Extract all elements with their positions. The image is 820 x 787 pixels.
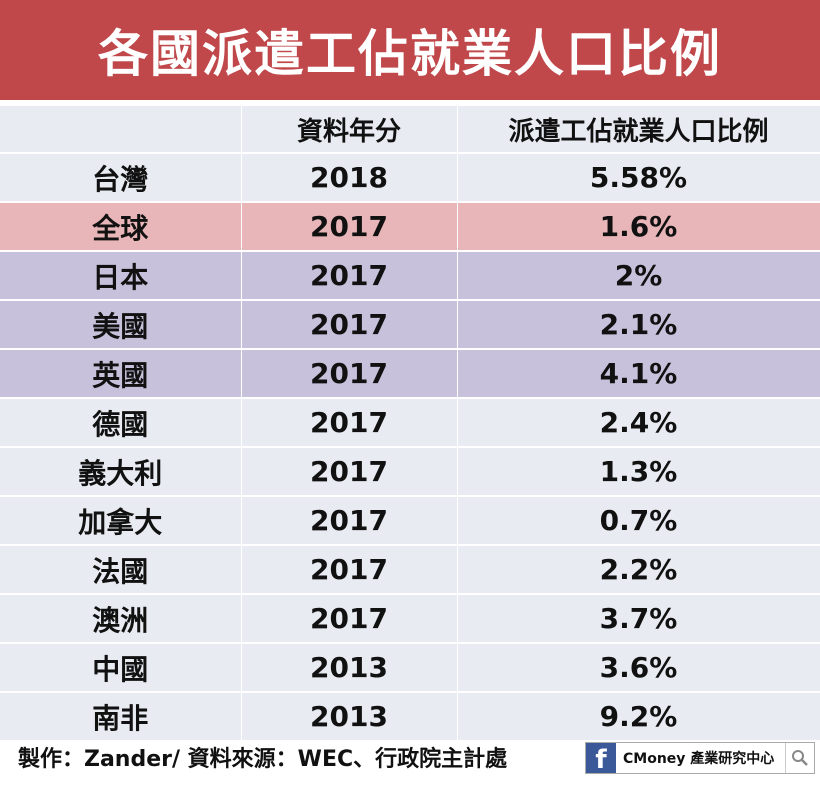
cell-ratio: 0.7% bbox=[457, 496, 820, 546]
table-row: 英國 2017 4.1% bbox=[0, 349, 820, 399]
cell-year: 2017 bbox=[241, 398, 458, 448]
cell-ratio: 2.2% bbox=[457, 545, 820, 595]
cell-country: 美國 bbox=[0, 300, 242, 350]
cell-ratio: 3.7% bbox=[457, 594, 820, 644]
cell-country: 法國 bbox=[0, 545, 242, 595]
cell-country: 英國 bbox=[0, 349, 242, 399]
cell-year: 2017 bbox=[241, 447, 458, 497]
cell-country: 澳洲 bbox=[0, 594, 242, 644]
cell-year: 2017 bbox=[241, 496, 458, 546]
table-row: 台灣 2018 5.58% bbox=[0, 153, 820, 203]
search-icon bbox=[785, 743, 814, 773]
table-row: 全球 2017 1.6% bbox=[0, 202, 820, 252]
table-row: 法國 2017 2.2% bbox=[0, 545, 820, 595]
brand-label: CMoney 產業研究中心 bbox=[623, 751, 775, 767]
table-row: 美國 2017 2.1% bbox=[0, 300, 820, 350]
cell-country: 加拿大 bbox=[0, 496, 242, 546]
table-row: 加拿大 2017 0.7% bbox=[0, 496, 820, 546]
cell-ratio: 9.2% bbox=[457, 692, 820, 742]
cell-ratio: 3.6% bbox=[457, 643, 820, 693]
header-country bbox=[0, 106, 242, 154]
cell-ratio: 1.6% bbox=[457, 202, 820, 252]
cell-year: 2013 bbox=[241, 643, 458, 693]
table-row: 德國 2017 2.4% bbox=[0, 398, 820, 448]
cell-year: 2017 bbox=[241, 300, 458, 350]
cell-country: 德國 bbox=[0, 398, 242, 448]
cell-year: 2017 bbox=[241, 594, 458, 644]
cell-ratio: 2% bbox=[457, 251, 820, 301]
header-ratio: 派遣工佔就業人口比例 bbox=[457, 106, 820, 154]
cell-ratio: 1.3% bbox=[457, 447, 820, 497]
cell-ratio: 5.58% bbox=[457, 153, 820, 203]
table-row: 南非 2013 9.2% bbox=[0, 692, 820, 742]
table-row: 澳洲 2017 3.7% bbox=[0, 594, 820, 644]
cell-country: 台灣 bbox=[0, 153, 242, 203]
cell-year: 2018 bbox=[241, 153, 458, 203]
cell-year: 2017 bbox=[241, 349, 458, 399]
cell-year: 2017 bbox=[241, 202, 458, 252]
footer-credit: 製作：Zander/ 資料來源：WEC、行政院主計處 bbox=[18, 747, 508, 772]
table-row: 義大利 2017 1.3% bbox=[0, 447, 820, 497]
cell-year: 2017 bbox=[241, 545, 458, 595]
chart-title: 各國派遣工佔就業人口比例 bbox=[0, 0, 820, 100]
header-year: 資料年分 bbox=[241, 106, 458, 154]
cell-country: 全球 bbox=[0, 202, 242, 252]
facebook-icon: f bbox=[586, 743, 616, 773]
cell-country: 南非 bbox=[0, 692, 242, 742]
table-body: 台灣 2018 5.58% 全球 2017 1.6% 日本 2017 2% 美國 2017 2.1% 英… bbox=[0, 153, 820, 742]
cell-ratio: 4.1% bbox=[457, 349, 820, 399]
table-row: 中國 2013 3.6% bbox=[0, 643, 820, 693]
data-table: 資料年分 派遣工佔就業人口比例 台灣 2018 5.58% 全球 2017 1.6% 日本 2… bbox=[0, 106, 820, 742]
table-row: 日本 2017 2% bbox=[0, 251, 820, 301]
cell-country: 日本 bbox=[0, 251, 242, 301]
cell-year: 2017 bbox=[241, 251, 458, 301]
cell-country: 中國 bbox=[0, 643, 242, 693]
cell-year: 2013 bbox=[241, 692, 458, 742]
cell-ratio: 2.1% bbox=[457, 300, 820, 350]
cell-country: 義大利 bbox=[0, 447, 242, 497]
brand-badge: f CMoney 產業研究中心 bbox=[585, 742, 815, 774]
table-header-row: 資料年分 派遣工佔就業人口比例 bbox=[0, 106, 820, 154]
cell-ratio: 2.4% bbox=[457, 398, 820, 448]
